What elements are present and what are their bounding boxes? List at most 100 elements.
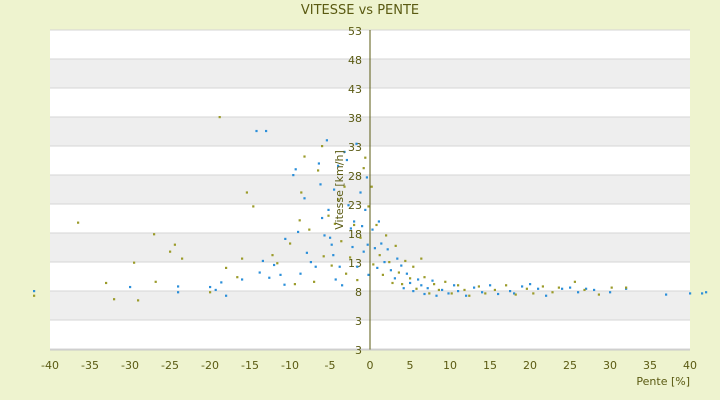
data-point	[225, 294, 228, 297]
y-tick-label: 3	[355, 315, 362, 328]
data-point	[689, 292, 692, 295]
data-point	[293, 283, 296, 286]
data-point	[380, 242, 383, 245]
data-point	[362, 250, 365, 253]
data-point	[428, 292, 431, 295]
x-tick-label: 20	[523, 359, 537, 372]
y-tick-label: 43	[348, 83, 362, 96]
x-axis-label: Pente [%]	[636, 375, 690, 388]
data-point	[509, 290, 512, 293]
data-point	[309, 261, 312, 264]
data-point	[317, 169, 320, 172]
data-point	[532, 292, 535, 295]
data-point	[292, 174, 295, 177]
data-point	[468, 294, 471, 297]
data-point	[577, 291, 580, 294]
data-point	[441, 288, 444, 292]
data-point	[321, 216, 324, 220]
data-point	[33, 290, 36, 293]
data-point	[371, 228, 374, 231]
data-point	[481, 291, 484, 294]
data-point	[343, 185, 346, 188]
data-point	[585, 287, 588, 290]
data-point	[154, 280, 157, 283]
data-point	[625, 287, 628, 290]
data-point	[359, 191, 362, 194]
data-point	[325, 139, 328, 142]
data-point	[209, 291, 212, 294]
data-point	[337, 164, 340, 167]
data-point	[420, 284, 423, 287]
data-point	[453, 284, 456, 287]
data-point	[129, 285, 132, 289]
data-point	[356, 265, 359, 268]
data-point	[426, 287, 429, 290]
data-point	[435, 294, 438, 297]
data-point	[705, 291, 708, 294]
data-point	[359, 236, 362, 239]
data-point	[349, 256, 352, 259]
data-point	[610, 286, 613, 289]
data-point	[214, 288, 217, 292]
data-point	[609, 291, 612, 294]
data-point	[356, 278, 359, 282]
data-point	[377, 220, 380, 223]
data-point	[463, 288, 466, 292]
data-point	[412, 265, 415, 268]
data-point	[298, 219, 301, 222]
x-tick-label: 40	[683, 359, 697, 372]
data-point	[355, 142, 358, 145]
data-point	[450, 292, 453, 295]
data-point	[347, 204, 350, 207]
y-tick-label: 53	[348, 25, 362, 38]
data-point	[333, 188, 336, 191]
data-point	[493, 288, 496, 292]
data-point	[338, 265, 341, 268]
x-tick-label: -35	[81, 359, 99, 372]
data-point	[283, 283, 286, 286]
y-tick-label: 18	[348, 228, 362, 241]
data-point	[105, 281, 108, 285]
data-point	[353, 220, 356, 223]
data-point	[367, 273, 370, 276]
data-point	[484, 292, 487, 295]
axes	[50, 30, 690, 351]
data-point	[177, 291, 180, 294]
data-point	[252, 205, 255, 208]
data-point	[241, 257, 244, 260]
data-point	[308, 228, 311, 231]
data-point	[394, 244, 397, 247]
data-point	[386, 248, 389, 251]
data-point	[330, 264, 333, 267]
x-tick-label: 35	[643, 359, 657, 372]
data-point	[276, 262, 279, 265]
data-point	[330, 243, 333, 246]
data-point	[261, 259, 264, 263]
data-point	[457, 290, 460, 293]
data-point	[322, 255, 325, 258]
data-point	[393, 277, 396, 280]
data-point	[329, 236, 332, 239]
data-point	[341, 284, 344, 287]
data-point	[378, 254, 381, 257]
data-point	[153, 233, 156, 236]
data-point	[169, 250, 172, 253]
data-point	[365, 176, 368, 179]
data-point	[271, 254, 274, 257]
x-tick-label: 15	[483, 359, 497, 372]
data-point	[376, 266, 379, 269]
data-point	[349, 227, 352, 230]
data-point	[665, 293, 668, 296]
data-point	[133, 261, 136, 264]
data-point	[255, 129, 258, 133]
data-point	[409, 281, 412, 285]
chart-title: VITESSE vs PENTE	[300, 3, 420, 18]
data-point	[373, 247, 376, 250]
x-tick-label: -30	[121, 359, 139, 372]
x-tick-label: 30	[603, 359, 617, 372]
data-point	[284, 237, 287, 240]
data-point	[317, 162, 320, 165]
data-point	[279, 273, 282, 276]
data-point	[268, 276, 271, 279]
